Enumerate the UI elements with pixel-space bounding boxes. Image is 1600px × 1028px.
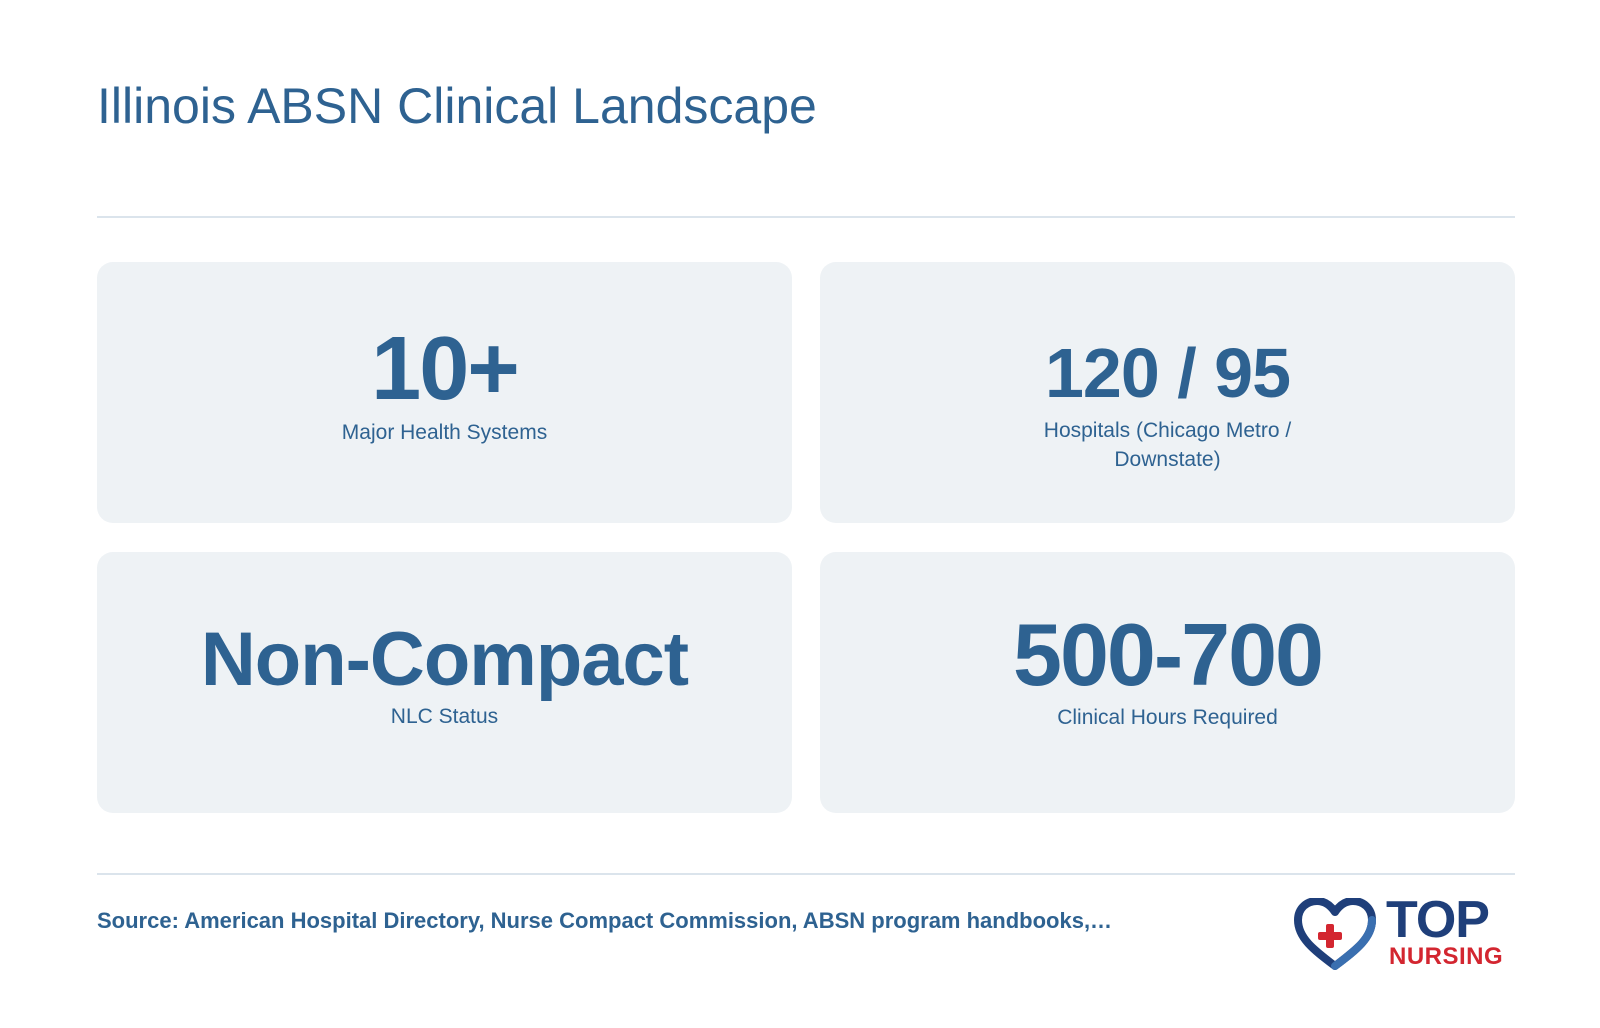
top-nursing-logo[interactable]: TOP NURSING: [1294, 892, 1516, 972]
logo-top-text: TOP: [1386, 891, 1490, 949]
page-title: Illinois ABSN Clinical Landscape: [97, 78, 817, 134]
source-note: Source: American Hospital Directory, Nur…: [97, 908, 1113, 933]
stat-value: 500-700: [1013, 605, 1324, 704]
heart-cross-icon: [1294, 898, 1376, 970]
logo-nursing-text: NURSING: [1389, 943, 1504, 970]
stat-card-nlc-status: Non-Compact NLC Status: [97, 552, 792, 813]
stat-value: Non-Compact: [200, 617, 689, 702]
top-divider: [97, 216, 1515, 218]
stat-label: Hospitals (Chicago Metro / Downstate): [1043, 419, 1292, 471]
bottom-divider: [97, 873, 1515, 875]
stat-card-health-systems: 10+ Major Health Systems: [97, 262, 792, 523]
stat-label: Major Health Systems: [341, 421, 548, 444]
stat-label: NLC Status: [390, 705, 499, 728]
stat-value: 120 / 95: [1045, 334, 1291, 412]
stat-label: Clinical Hours Required: [1057, 706, 1278, 729]
stat-card-clinical-hours: 500-700 Clinical Hours Required: [820, 552, 1515, 813]
stat-card-hospitals: 120 / 95 Hospitals (Chicago Metro / Down…: [820, 262, 1515, 523]
stat-value: 10+: [371, 319, 520, 419]
